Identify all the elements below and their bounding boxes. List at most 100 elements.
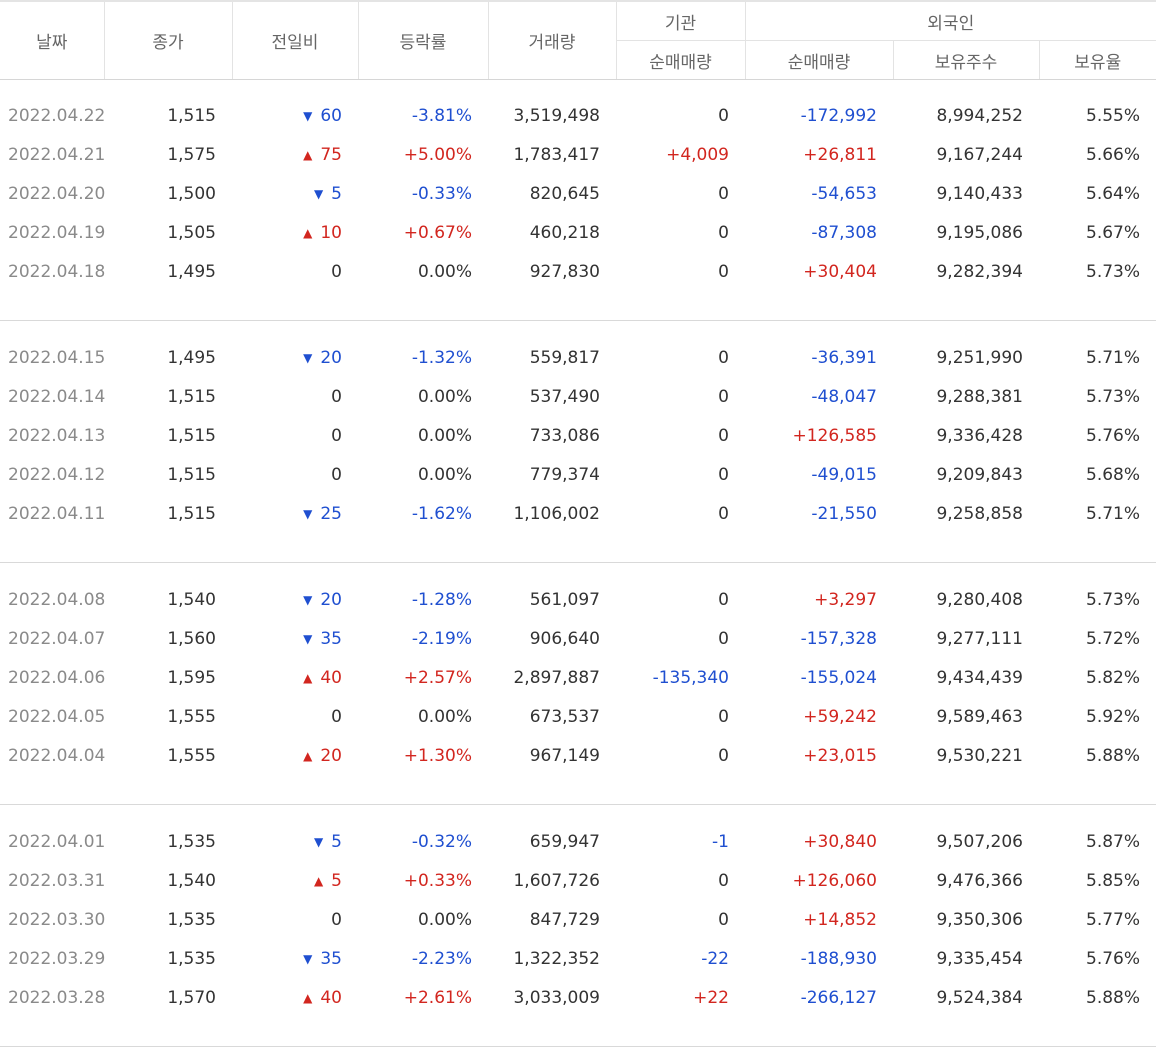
foreign-holding-cell: 9,335,454 (936, 948, 1023, 969)
volume-cell: 847,729 (529, 909, 600, 930)
foreign-net-cell: -188,930 (800, 948, 877, 969)
close-price-cell: 1,555 (167, 745, 216, 766)
table-row: 2022.04.15 1,495 ▼ 20 -1.32% 559,817 0 -36,391 9… (0, 338, 1156, 377)
foreign-ratio-cell: 5.88% (1086, 745, 1141, 766)
change-cell: ▲ 40 (232, 978, 358, 1017)
table-row: 2022.04.07 1,560 ▼ 35 -2.19% 906,640 0 -157,328… (0, 619, 1156, 658)
change-value: 0 (331, 464, 342, 485)
volume-cell: 733,086 (529, 425, 600, 446)
foreign-ratio-cell: 5.68% (1086, 464, 1141, 485)
table-row: 2022.04.22 1,515 ▼ 60 -3.81% 3,519,498 0 -172,9… (0, 96, 1156, 135)
date-cell: 2022.03.29 (8, 948, 106, 969)
foreign-holding-cell: 9,280,408 (936, 589, 1023, 610)
rate-cell: -2.23% (411, 948, 472, 969)
foreign-net-cell: -21,550 (811, 503, 877, 524)
rate-cell: +2.57% (403, 667, 472, 688)
spacer-cell (0, 563, 1156, 581)
foreign-holding-cell: 9,288,381 (936, 386, 1023, 407)
table-row: 2022.04.06 1,595 ▲ 40 +2.57% 2,897,887 -135,34… (0, 658, 1156, 697)
close-price-cell: 1,535 (167, 909, 216, 930)
volume-cell: 561,097 (529, 589, 600, 610)
triangle-up-icon: ▲ (303, 225, 313, 240)
rate-cell: -3.81% (411, 105, 472, 126)
spacer-cell (0, 533, 1156, 563)
table-row: 2022.04.05 1,555 0 0.00% 673,537 0 +59,242 9,58… (0, 697, 1156, 736)
table-row: 2022.04.14 1,515 0 0.00% 537,490 0 -48,047 9,28… (0, 377, 1156, 416)
date-cell: 2022.03.28 (8, 987, 106, 1008)
change-cell: ▼ 5 (232, 822, 358, 861)
close-price-cell: 1,575 (167, 144, 216, 165)
header-foreign: 외국인 (745, 0, 1156, 41)
foreign-holding-cell: 9,251,990 (936, 347, 1023, 368)
date-cell: 2022.04.15 (8, 347, 106, 368)
table-row: 2022.03.31 1,540 ▲ 5 +0.33% 1,607,726 0 +126,06… (0, 861, 1156, 900)
institution-net-cell: +4,009 (666, 144, 729, 165)
volume-cell: 537,490 (529, 386, 600, 407)
change-value: 35 (320, 628, 342, 649)
foreign-ratio-cell: 5.87% (1086, 831, 1141, 852)
close-price-cell: 1,540 (167, 870, 216, 891)
institution-net-cell: 0 (718, 222, 729, 243)
volume-cell: 2,897,887 (513, 667, 600, 688)
foreign-ratio-cell: 5.67% (1086, 222, 1141, 243)
close-price-cell: 1,515 (167, 503, 216, 524)
date-cell: 2022.04.18 (8, 261, 106, 282)
change-cell: ▼ 25 (232, 494, 358, 533)
institution-net-cell: 0 (718, 706, 729, 727)
date-cell: 2022.04.14 (8, 386, 106, 407)
foreign-net-cell: -36,391 (811, 347, 877, 368)
table-row: 2022.04.19 1,505 ▲ 10 +0.67% 460,218 0 -87,308 9… (0, 213, 1156, 252)
foreign-ratio-cell: 5.72% (1086, 628, 1141, 649)
rate-cell: -1.62% (411, 503, 472, 524)
date-cell: 2022.04.05 (8, 706, 106, 727)
institution-net-cell: 0 (718, 628, 729, 649)
spacer-cell (0, 321, 1156, 339)
rate-cell: +2.61% (403, 987, 472, 1008)
table-row: 2022.04.01 1,535 ▼ 5 -0.32% 659,947 -1 +30,840 9… (0, 822, 1156, 861)
close-price-cell: 1,555 (167, 706, 216, 727)
change-value: 20 (320, 589, 342, 610)
date-cell: 2022.04.11 (8, 503, 106, 524)
triangle-down-icon: ▼ (303, 350, 313, 365)
table-row: 2022.04.12 1,515 0 0.00% 779,374 0 -49,015 9,20… (0, 455, 1156, 494)
date-cell: 2022.04.04 (8, 745, 106, 766)
rate-cell: +0.67% (403, 222, 472, 243)
close-price-cell: 1,515 (167, 464, 216, 485)
change-value: 20 (320, 745, 342, 766)
close-price-cell: 1,535 (167, 831, 216, 852)
institution-net-cell: 0 (718, 386, 729, 407)
volume-cell: 820,645 (529, 183, 600, 204)
header-rate: 등락률 (358, 0, 489, 80)
triangle-down-icon: ▼ (313, 186, 324, 201)
foreign-holding-cell: 9,277,111 (936, 628, 1023, 649)
change-value: 5 (331, 870, 342, 891)
foreign-net-cell: +126,060 (792, 870, 877, 891)
rate-cell: 0.00% (417, 706, 472, 727)
change-value: 20 (320, 347, 342, 368)
close-price-cell: 1,495 (167, 261, 216, 282)
spacer-cell (0, 1017, 1156, 1047)
foreign-ratio-cell: 5.92% (1086, 706, 1141, 727)
change-value: 0 (331, 386, 342, 407)
close-price-cell: 1,535 (167, 948, 216, 969)
foreign-ratio-cell: 5.55% (1086, 105, 1141, 126)
close-price-cell: 1,495 (167, 347, 216, 368)
change-cell: ▲ 75 (232, 135, 358, 174)
foreign-ratio-cell: 5.73% (1086, 589, 1141, 610)
foreign-holding-cell: 9,434,439 (936, 667, 1023, 688)
foreign-ratio-cell: 5.73% (1086, 261, 1141, 282)
table-row: 2022.04.21 1,575 ▲ 75 +5.00% 1,783,417 +4,009 +… (0, 135, 1156, 174)
table-row: 2022.04.04 1,555 ▲ 20 +1.30% 967,149 0 +23,015 9… (0, 736, 1156, 775)
foreign-net-cell: -87,308 (811, 222, 877, 243)
table-row: 2022.03.30 1,535 0 0.00% 847,729 0 +14,852 9,35… (0, 900, 1156, 939)
table-row: 2022.04.08 1,540 ▼ 20 -1.28% 561,097 0 +3,297 9,… (0, 580, 1156, 619)
foreign-net-cell: +126,585 (792, 425, 877, 446)
header-volume: 거래량 (488, 0, 617, 80)
institution-net-cell: 0 (718, 909, 729, 930)
change-value: 0 (331, 909, 342, 930)
foreign-ratio-cell: 5.77% (1086, 909, 1141, 930)
close-price-cell: 1,540 (167, 589, 216, 610)
institution-net-cell: 0 (718, 870, 729, 891)
rate-cell: 0.00% (417, 261, 472, 282)
row-spacer (0, 80, 1156, 97)
